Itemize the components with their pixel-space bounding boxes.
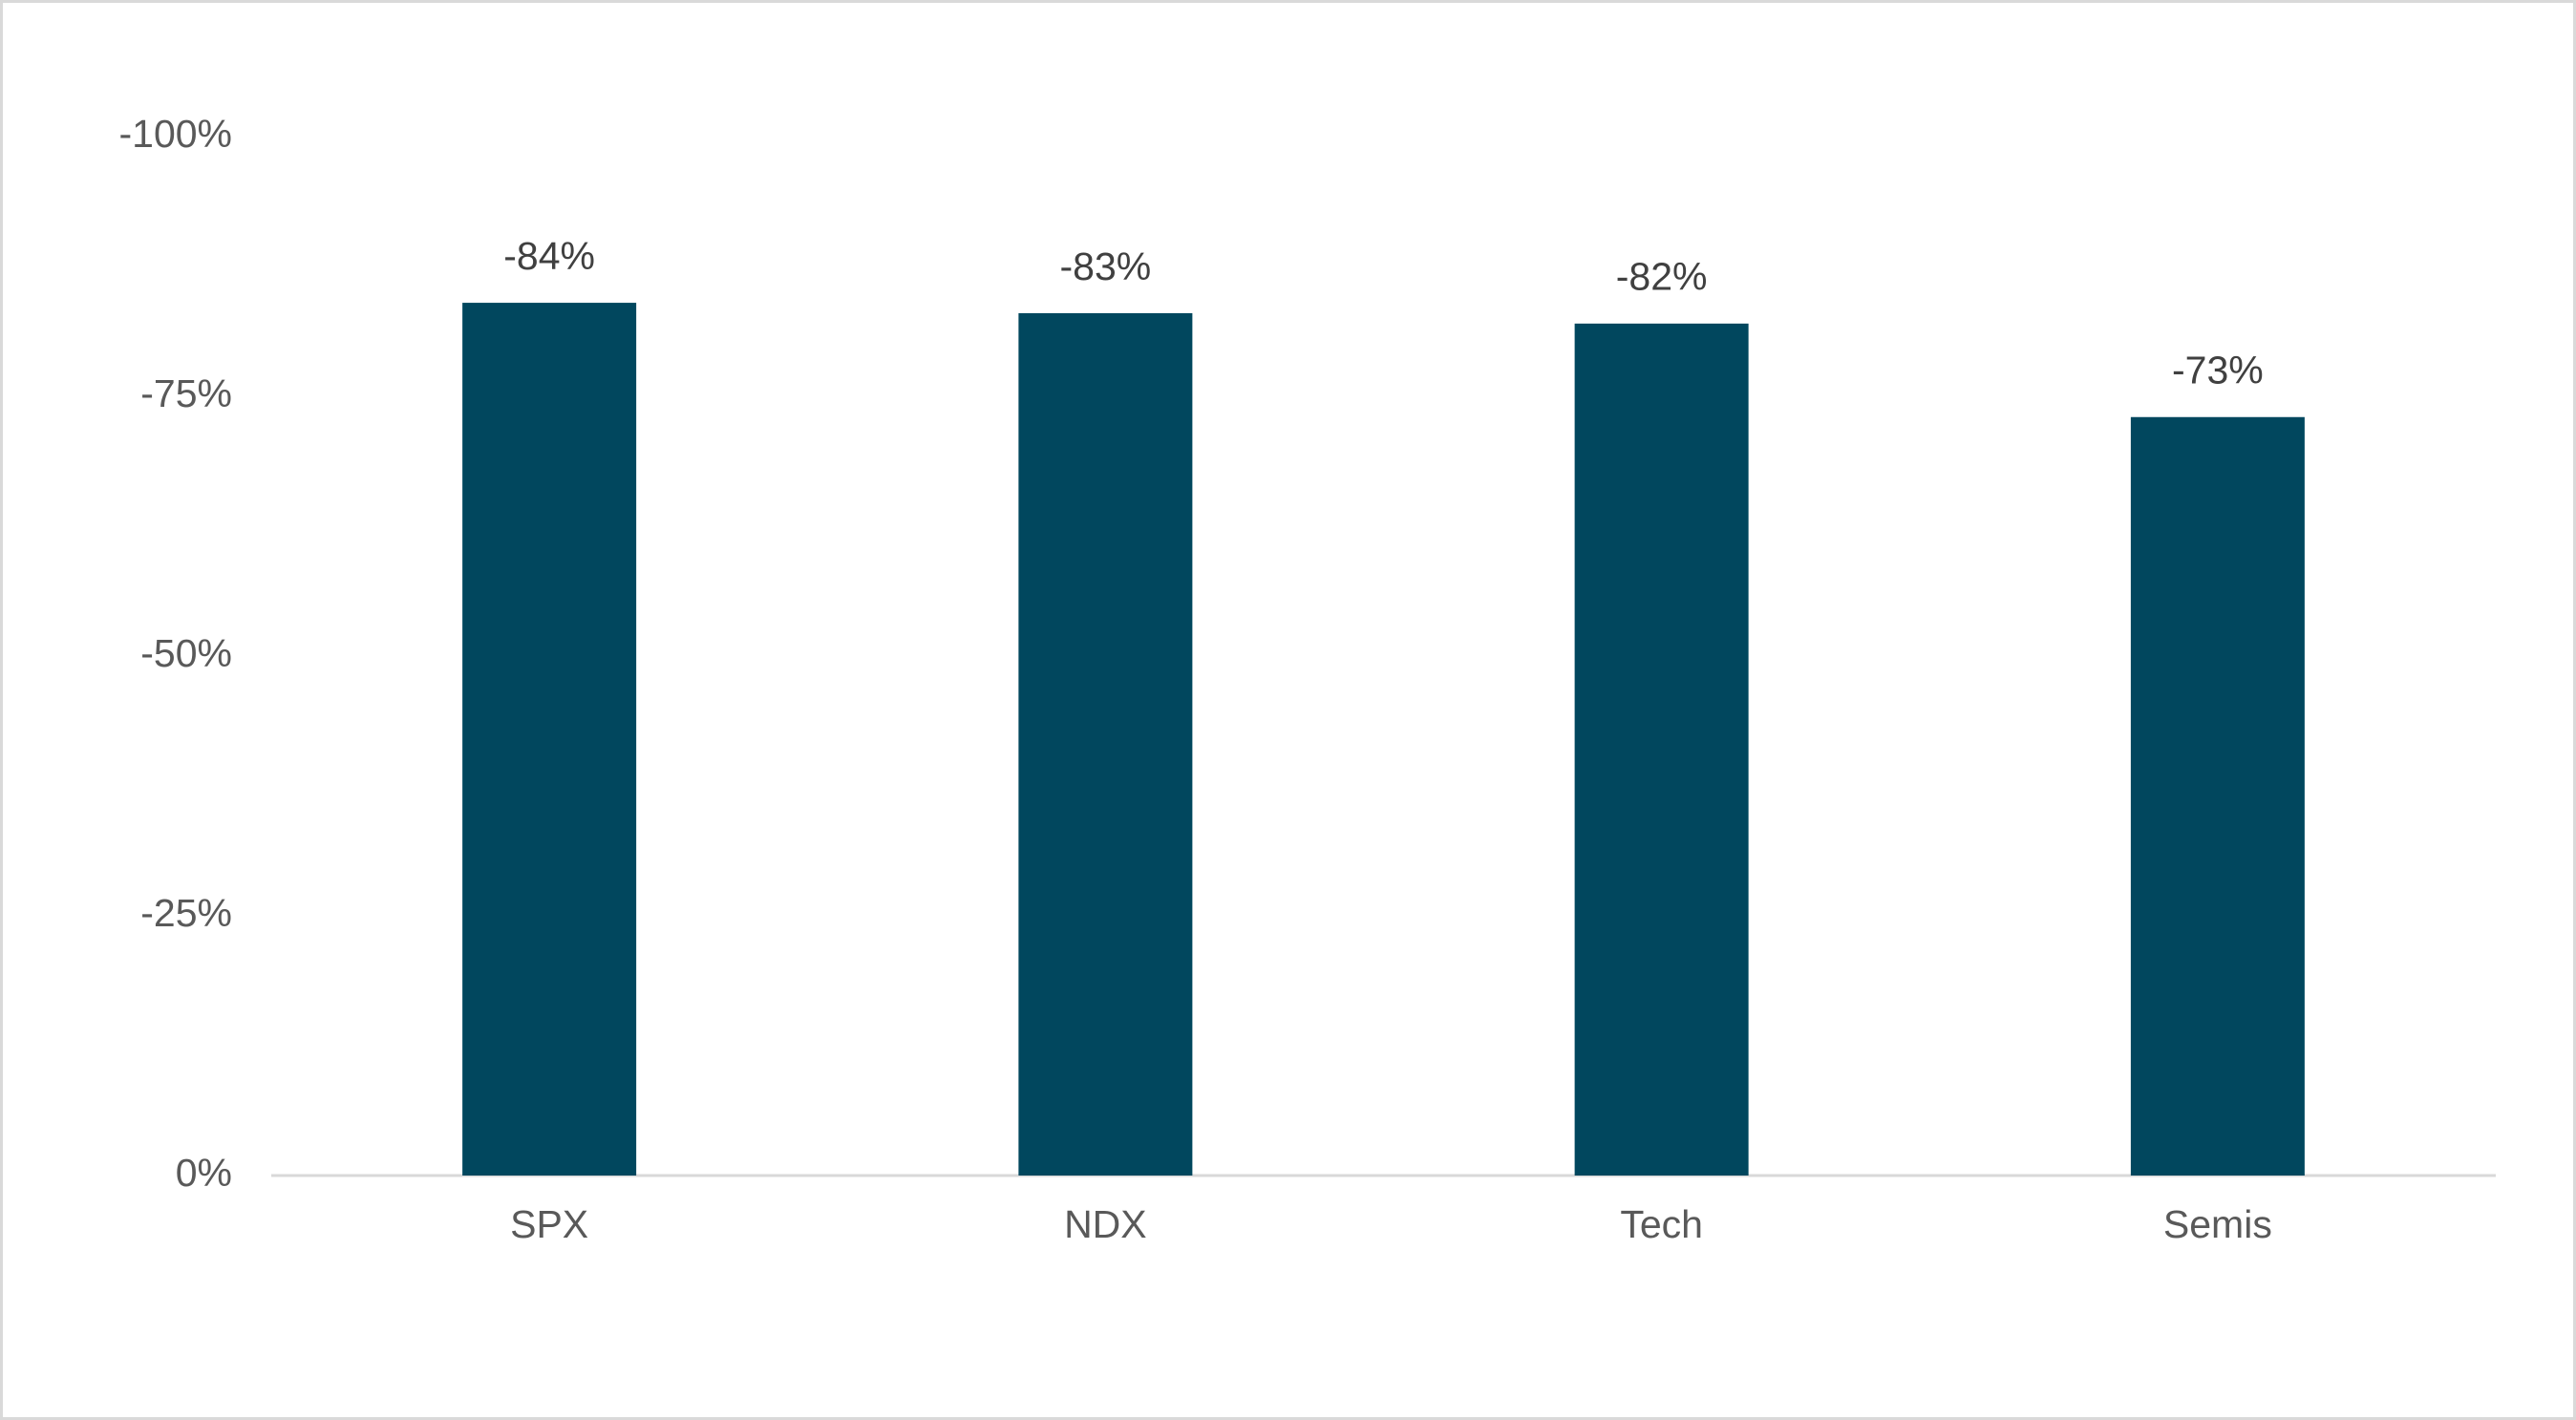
y-tick-label: 0% [176, 1151, 232, 1195]
bar [1018, 312, 1193, 1176]
value-label: -82% [1616, 255, 1708, 299]
x-tick-label: Tech [1620, 1202, 1703, 1246]
y-tick-label: -50% [140, 631, 232, 675]
x-tick-label: Semis [2163, 1202, 2272, 1246]
value-label: -73% [2172, 349, 2264, 392]
value-label: -84% [503, 234, 595, 278]
x-tick-label: NDX [1064, 1202, 1147, 1246]
bar [2130, 416, 2305, 1176]
value-label: -83% [1060, 244, 1152, 288]
y-tick-label: -75% [140, 371, 232, 415]
y-tick-label: -100% [118, 112, 232, 156]
y-tick-label: -25% [140, 891, 232, 935]
bar [1574, 323, 1749, 1176]
x-tick-label: SPX [510, 1202, 588, 1246]
bar [462, 303, 637, 1176]
